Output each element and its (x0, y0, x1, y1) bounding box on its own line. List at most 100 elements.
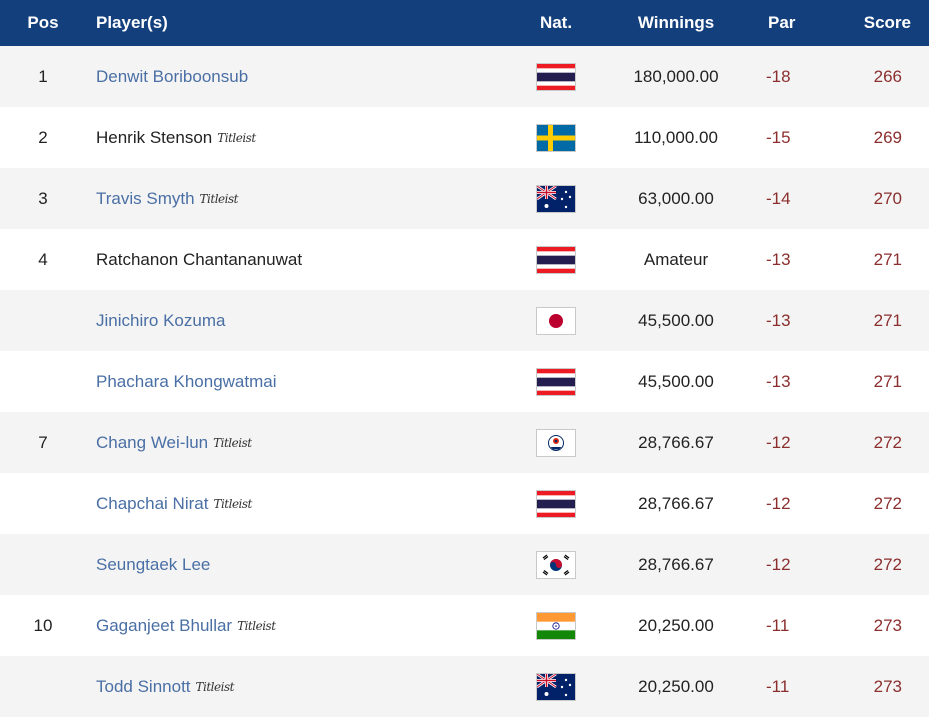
pos-cell (0, 473, 86, 534)
score-cell: 271 (863, 229, 929, 290)
titleist-logo: Titleist (213, 496, 252, 511)
nationality-cell (506, 168, 606, 229)
titleist-logo: Titleist (237, 618, 276, 633)
par-cell: -12 (746, 412, 863, 473)
score-cell: 270 (863, 168, 929, 229)
player-name-link[interactable]: Travis Smyth (96, 188, 195, 208)
pos-cell: 2 (38, 127, 48, 147)
header-par[interactable]: Par (768, 13, 796, 32)
nationality-cell (506, 473, 606, 534)
score-value: 271 (873, 249, 902, 269)
player-cell: Todd Sinnott Titleist (86, 656, 506, 717)
nationality-cell (506, 229, 606, 290)
player-name-link[interactable]: Phachara Khongwatmai (96, 371, 277, 391)
score-value: 272 (873, 554, 902, 574)
header-nat[interactable]: Nat. (539, 13, 573, 32)
winnings-cell: 45,500.00 (638, 310, 714, 330)
table-row: Jinichiro Kozuma 45,500.00 -13 271 (0, 290, 929, 351)
thailand-flag-icon (537, 490, 575, 517)
par-cell: -13 (746, 351, 863, 412)
score-cell: 266 (863, 46, 929, 107)
leaderboard-body: 1 Denwit Boriboonsub 180,000.00 -18 266 2 Henr… (0, 46, 929, 717)
player-name-link[interactable]: Chang Wei-lun (96, 432, 209, 452)
score-value: 273 (873, 615, 902, 635)
header-score[interactable]: Score (863, 13, 911, 32)
pos-cell (0, 656, 86, 717)
player-cell: Gaganjeet Bhullar Titleist (86, 595, 506, 656)
par-value: -14 (766, 188, 791, 208)
titleist-logo: Titleist (213, 435, 252, 450)
winnings-cell: Amateur (643, 249, 709, 269)
par-value: -12 (766, 432, 791, 452)
india-flag-icon (537, 612, 575, 639)
australia-flag-icon (537, 673, 575, 700)
winnings-cell: 20,250.00 (638, 615, 714, 635)
nationality-cell (506, 412, 606, 473)
sweden-flag-icon (537, 124, 575, 151)
par-value: -18 (766, 66, 791, 86)
nationality-cell (506, 290, 606, 351)
table-row: Seungtaek Lee 28,766.67 -12 272 (0, 534, 929, 595)
pos-cell: 10 (33, 615, 53, 635)
table-row: Chapchai Nirat Titleist 28,766.67 -12 272 (0, 473, 929, 534)
score-cell: 271 (863, 351, 929, 412)
player-name: Henrik Stenson (96, 127, 213, 147)
par-value: -15 (766, 127, 791, 147)
winnings-cell: 28,766.67 (638, 432, 714, 452)
score-value: 273 (873, 676, 902, 696)
player-name-link[interactable]: Todd Sinnott (96, 676, 191, 696)
thailand-flag-icon (537, 246, 575, 273)
par-cell: -13 (746, 290, 863, 351)
table-row: 3 Travis Smyth Titleist 63,000.00 -14 270 (0, 168, 929, 229)
player-name-link[interactable]: Gaganjeet Bhullar (96, 615, 233, 635)
table-row: 7 Chang Wei-lun Titleist 28,766.67 -12 272 (0, 412, 929, 473)
table-row: 4 Ratchanon Chantananuwat Amateur -13 271 (0, 229, 929, 290)
australia-flag-icon (537, 185, 575, 212)
par-cell: -13 (746, 229, 863, 290)
header-winnings[interactable]: Winnings (637, 13, 715, 32)
player-name-link[interactable]: Seungtaek Lee (96, 554, 211, 574)
par-value: -13 (766, 249, 791, 269)
header-row: Pos Player(s) Nat. Winnings Par Score (0, 0, 929, 46)
south-korea-flag-icon (537, 551, 575, 578)
score-value: 272 (873, 493, 902, 513)
nationality-cell (506, 46, 606, 107)
player-cell: Jinichiro Kozuma (86, 290, 506, 351)
nationality-cell (506, 534, 606, 595)
par-cell: -14 (746, 168, 863, 229)
score-value: 272 (873, 432, 902, 452)
score-cell: 273 (863, 656, 929, 717)
table-row: Todd Sinnott Titleist 20,250.00 -11 273 (0, 656, 929, 717)
header-player[interactable]: Player(s) (96, 13, 168, 32)
par-value: -11 (766, 615, 790, 635)
player-cell: Denwit Boriboonsub (86, 46, 506, 107)
score-value: 270 (873, 188, 902, 208)
par-cell: -11 (746, 595, 863, 656)
score-value: 269 (873, 127, 902, 147)
player-cell: Phachara Khongwatmai (86, 351, 506, 412)
player-name-link[interactable]: Jinichiro Kozuma (96, 310, 226, 330)
pos-cell: 3 (38, 188, 48, 208)
table-row: 10 Gaganjeet Bhullar Titleist 20,250.00 -11 2… (0, 595, 929, 656)
par-cell: -12 (746, 534, 863, 595)
table-row: 2 Henrik Stenson Titleist 110,000.00 -15 269 (0, 107, 929, 168)
winnings-cell: 28,766.67 (638, 493, 714, 513)
thailand-flag-icon (537, 368, 575, 395)
japan-flag-icon (537, 307, 575, 334)
titleist-logo: Titleist (195, 679, 235, 694)
header-pos[interactable]: Pos (27, 13, 59, 32)
pos-cell (0, 351, 86, 412)
par-cell: -18 (746, 46, 863, 107)
par-cell: -15 (746, 107, 863, 168)
titleist-logo: Titleist (217, 130, 256, 145)
thailand-flag-icon (537, 63, 575, 90)
player-cell: Henrik Stenson Titleist (86, 107, 506, 168)
winnings-cell: 63,000.00 (638, 188, 714, 208)
winnings-cell: 180,000.00 (633, 66, 719, 86)
score-cell: 272 (863, 534, 929, 595)
player-name-link[interactable]: Chapchai Nirat (96, 493, 209, 513)
player-name-link[interactable]: Denwit Boriboonsub (96, 66, 249, 86)
par-value: -13 (766, 371, 791, 391)
player-cell: Travis Smyth Titleist (86, 168, 506, 229)
